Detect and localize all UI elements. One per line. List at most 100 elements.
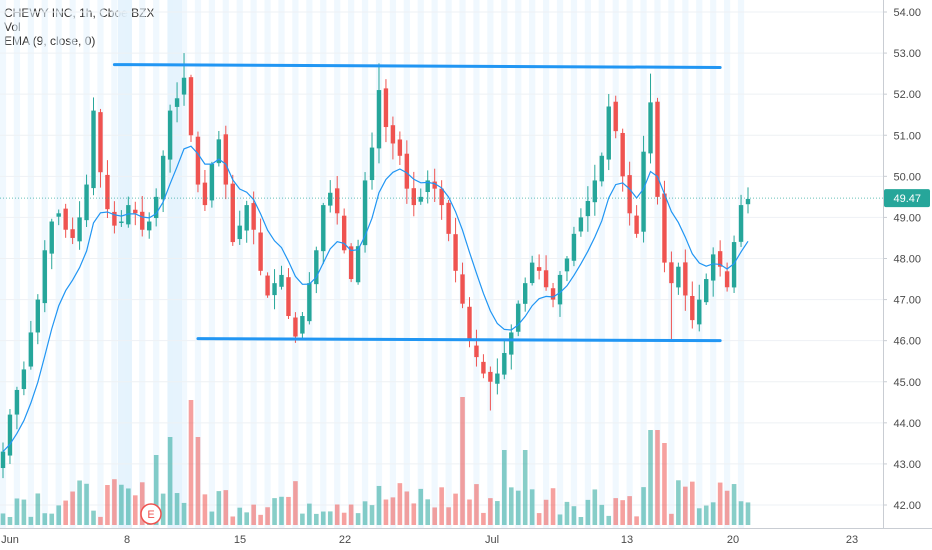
candle-body xyxy=(550,288,556,300)
volume-bar xyxy=(167,437,173,525)
volume-bar xyxy=(56,505,62,525)
earnings-marker[interactable]: E xyxy=(140,503,162,525)
volume-bar xyxy=(355,513,361,525)
volume-bar xyxy=(606,515,612,525)
volume-bar xyxy=(105,485,110,525)
y-tick-label: 51.00 xyxy=(893,130,921,142)
candle-body xyxy=(467,306,472,341)
candle-body xyxy=(140,211,145,230)
session-band xyxy=(208,0,215,528)
y-tick-label: 50.00 xyxy=(893,171,921,183)
session-band xyxy=(264,0,271,528)
candle-body xyxy=(174,98,180,107)
volume-bar xyxy=(731,484,737,525)
candle-body xyxy=(578,217,584,232)
candle-body xyxy=(181,77,187,95)
volume-bar xyxy=(7,516,13,525)
volume-bar xyxy=(174,493,180,525)
session-band xyxy=(334,0,341,528)
volume-bar xyxy=(515,490,521,525)
volume-bar xyxy=(599,504,605,525)
candle-body xyxy=(272,283,277,296)
candle-body xyxy=(133,209,138,214)
session-band xyxy=(389,0,397,528)
volume-bar xyxy=(293,481,298,525)
candle-body xyxy=(147,221,152,231)
candle-body xyxy=(28,332,34,367)
candle-body xyxy=(209,164,215,201)
volume-bar xyxy=(265,507,270,525)
candle-body xyxy=(592,180,598,203)
volume-bar xyxy=(390,497,396,525)
volume-bar xyxy=(543,499,549,525)
volume-bar xyxy=(404,491,410,525)
candle-body xyxy=(328,192,333,206)
session-band xyxy=(431,0,438,528)
candle-body xyxy=(251,203,256,230)
candle-body xyxy=(167,110,173,160)
volume-bar xyxy=(564,501,570,525)
candle-body xyxy=(655,101,660,197)
candle-body xyxy=(474,345,479,358)
candle-body xyxy=(265,275,270,296)
candle-body xyxy=(641,151,646,232)
candle-body xyxy=(627,175,632,214)
session-band xyxy=(13,0,21,528)
time-axis[interactable]: Jun 8 15 22 Jul 13 20 23 xyxy=(1,534,858,546)
volume-bar xyxy=(418,488,424,525)
session-band xyxy=(445,0,452,528)
volume-bar xyxy=(237,507,243,525)
candle-body xyxy=(153,196,159,219)
candle-body xyxy=(397,139,403,156)
candle-body xyxy=(21,369,27,390)
volume-bar xyxy=(160,493,166,525)
session-band xyxy=(153,0,160,528)
session-band xyxy=(696,0,703,528)
candle-body xyxy=(293,317,298,337)
volume-bar xyxy=(745,502,751,525)
trendlines[interactable] xyxy=(112,63,722,343)
volume-bar xyxy=(126,488,131,525)
candle-body xyxy=(717,251,723,267)
trendline-resistance[interactable] xyxy=(112,63,722,69)
volume-bar xyxy=(230,516,236,525)
candle-body xyxy=(279,274,284,287)
session-band xyxy=(0,0,7,528)
y-tick-label: 45.00 xyxy=(893,377,921,389)
volume-bar xyxy=(495,501,500,525)
session-band xyxy=(640,0,647,528)
volume-bar xyxy=(21,499,27,525)
candle-body xyxy=(564,258,570,272)
volume-bars xyxy=(0,397,751,525)
volume-bar xyxy=(738,501,744,525)
candle-body xyxy=(536,267,542,271)
volume-bar xyxy=(669,513,674,525)
candle-body xyxy=(0,451,6,469)
volume-bar xyxy=(35,493,41,525)
candle-body xyxy=(126,205,131,225)
volume-bar xyxy=(676,480,681,525)
volume-bar xyxy=(522,450,528,525)
x-tick-label: Jul xyxy=(485,534,499,546)
volume-bar xyxy=(641,487,646,525)
session-band xyxy=(97,0,104,528)
y-tick-label: 54.00 xyxy=(893,7,921,19)
volume-bar xyxy=(439,487,444,525)
candle-body xyxy=(63,208,68,230)
volume-bar xyxy=(216,491,222,525)
x-tick-label: 13 xyxy=(621,534,633,546)
candle-body xyxy=(502,352,507,375)
candle-body xyxy=(460,274,465,304)
volume-bar xyxy=(132,495,138,525)
volume-bar xyxy=(153,455,159,525)
y-tick-label: 49.00 xyxy=(893,212,921,224)
trendline-support[interactable] xyxy=(196,337,722,343)
volume-bar xyxy=(578,516,584,525)
candle-body xyxy=(571,233,577,261)
volume-bar xyxy=(683,486,688,525)
candle-body xyxy=(697,299,702,325)
volume-bar xyxy=(689,481,695,525)
candle-body xyxy=(731,242,737,288)
price-axis[interactable]: 54.00 53.00 52.00 51.00 50.00 49.00 48.00 47.00… xyxy=(883,7,930,512)
